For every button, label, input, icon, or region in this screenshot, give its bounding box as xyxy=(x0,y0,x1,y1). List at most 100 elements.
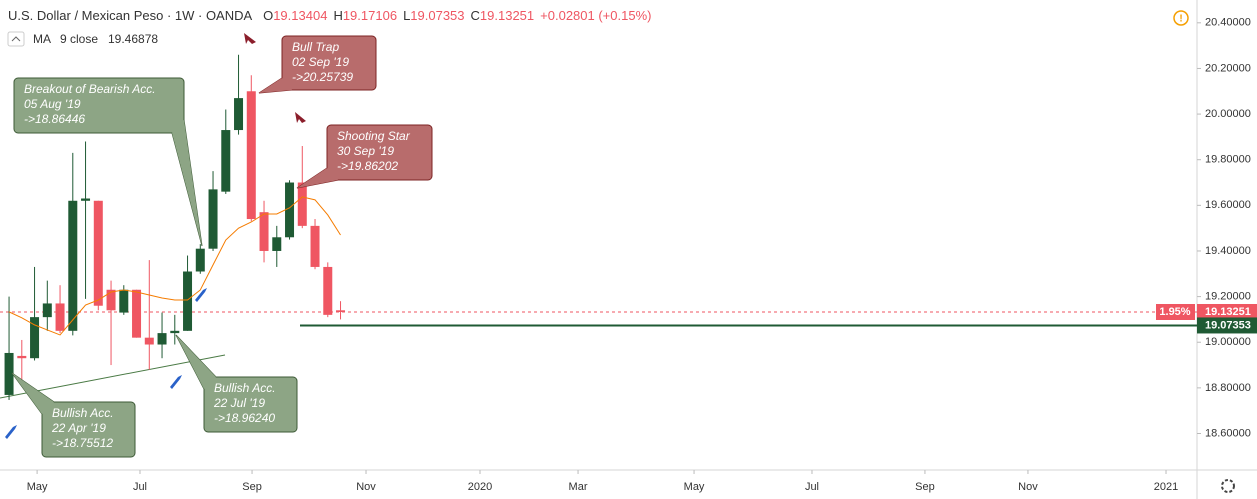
y-tick-label: 19.40000 xyxy=(1205,245,1251,257)
x-tick-label: Jul xyxy=(133,481,147,493)
indicator-name: MA xyxy=(33,32,51,46)
x-tick-label: Sep xyxy=(242,481,262,493)
change-tag xyxy=(1156,304,1195,321)
candle-body xyxy=(4,352,14,395)
annotation-box xyxy=(326,124,433,181)
candle-body xyxy=(132,289,142,338)
ohlc-label: H xyxy=(333,8,342,23)
rocket-icon xyxy=(5,425,17,439)
support-tag-label: 19.07353 xyxy=(1205,319,1251,331)
candle-body xyxy=(336,310,346,313)
annotation: Breakout of Bearish Acc.05 Aug '19->18.8… xyxy=(13,77,203,247)
x-tick-label: Mar xyxy=(569,481,588,493)
annotation-text: ->20.25739 xyxy=(292,70,353,84)
x-tick-label: Nov xyxy=(1018,481,1038,493)
collapse-icon xyxy=(11,36,21,42)
x-tick-label: Jul xyxy=(805,481,819,493)
annotation-pointer-fill xyxy=(176,335,216,389)
ohlc-label: O xyxy=(263,8,273,23)
candle-body xyxy=(157,333,167,345)
bear-icons xyxy=(244,33,306,123)
candle-body xyxy=(259,212,269,251)
annotation-text: 22 Jul '19 xyxy=(213,396,265,410)
annotation-pointer-fill xyxy=(12,373,54,414)
annotation-box xyxy=(41,401,136,458)
price-tag-label: 19.13251 xyxy=(1205,306,1251,318)
candle-body xyxy=(68,200,78,331)
y-tick-label: 19.20000 xyxy=(1205,291,1251,303)
support-tag xyxy=(1197,317,1257,334)
annotation-text: Bullish Acc. xyxy=(52,406,114,420)
candle-body xyxy=(323,266,333,315)
change-value: +0.02801 (+0.15%) xyxy=(540,8,651,23)
annotation-text: 05 Aug '19 xyxy=(24,97,81,111)
y-tick-label: 20.00000 xyxy=(1205,108,1251,120)
annotation-text: Breakout of Bearish Acc. xyxy=(24,82,156,96)
annotation-pointer-fill xyxy=(259,78,292,93)
alert-icon[interactable] xyxy=(1173,10,1189,26)
ohlc-value: 19.13251 xyxy=(480,8,534,23)
annotation-text: ->19.86202 xyxy=(337,159,398,173)
change-tag-label: 1.95% xyxy=(1159,306,1190,318)
annotation-text: ->18.86446 xyxy=(24,112,85,126)
x-tick-label: Nov xyxy=(356,481,376,493)
y-tick-label: 18.60000 xyxy=(1205,427,1251,439)
settings-icon[interactable] xyxy=(1221,479,1235,493)
collapse-button[interactable] xyxy=(7,31,25,47)
candle-body xyxy=(183,271,193,331)
ohlc-value: 19.07353 xyxy=(410,8,464,23)
annotation-text: 02 Sep '19 xyxy=(292,55,349,69)
chart-header: U.S. Dollar / Mexican Peso · 1W · OANDA … xyxy=(8,8,651,23)
annotation-box xyxy=(13,77,185,134)
candle-body xyxy=(297,182,307,226)
bear-icon xyxy=(244,33,256,44)
x-tick-label: Sep xyxy=(915,481,935,493)
candle-body xyxy=(208,189,218,249)
ohlc-label: L xyxy=(403,8,410,23)
candle-body xyxy=(81,198,91,201)
symbol-title: U.S. Dollar / Mexican Peso · 1W · OANDA xyxy=(8,8,252,23)
annotation-text: Bullish Acc. xyxy=(214,381,276,395)
annotation-text: ->18.75512 xyxy=(52,436,113,450)
alert-icon-mark: ! xyxy=(1179,14,1182,25)
candle-body xyxy=(42,303,52,318)
candle-body xyxy=(310,225,320,267)
ohlc-value: 19.13404 xyxy=(273,8,327,23)
bear-icon xyxy=(295,112,306,123)
candle-body xyxy=(55,303,65,331)
annotation-text: Bull Trap xyxy=(292,40,339,54)
annotation-pointer-fill xyxy=(172,120,202,246)
candle-body xyxy=(246,91,256,220)
annotation: Bullish Acc.22 Apr '19->18.75512 xyxy=(11,372,136,458)
annotation-text: Shooting Star xyxy=(337,129,411,143)
annotation-text: 22 Apr '19 xyxy=(51,421,106,435)
price-tag xyxy=(1197,304,1257,321)
x-tick-label: May xyxy=(684,481,705,493)
annotation-box xyxy=(281,35,377,91)
candle-body xyxy=(272,237,282,251)
x-tick-label: 2021 xyxy=(1154,481,1178,493)
candle-body xyxy=(30,317,40,359)
candle-body xyxy=(285,182,295,238)
candle-body xyxy=(119,289,129,313)
indicator-value: 19.46878 xyxy=(108,32,158,46)
moving-average xyxy=(8,196,341,336)
ohlc-label: C xyxy=(471,8,480,23)
annotation: Bullish Acc.22 Jul '19->18.96240 xyxy=(175,334,298,433)
ohlc-value: 19.17106 xyxy=(343,8,397,23)
candle-body xyxy=(17,355,27,359)
candle-body xyxy=(170,330,180,334)
candle-body xyxy=(93,200,103,306)
candle-body xyxy=(234,98,244,131)
rocket-icons xyxy=(5,288,207,439)
y-tick-label: 20.40000 xyxy=(1205,17,1251,29)
candle-body xyxy=(195,248,205,272)
rocket-icon xyxy=(170,375,182,389)
candle-body xyxy=(144,337,154,345)
y-tick-label: 19.00000 xyxy=(1205,336,1251,348)
candle-body xyxy=(221,130,231,192)
